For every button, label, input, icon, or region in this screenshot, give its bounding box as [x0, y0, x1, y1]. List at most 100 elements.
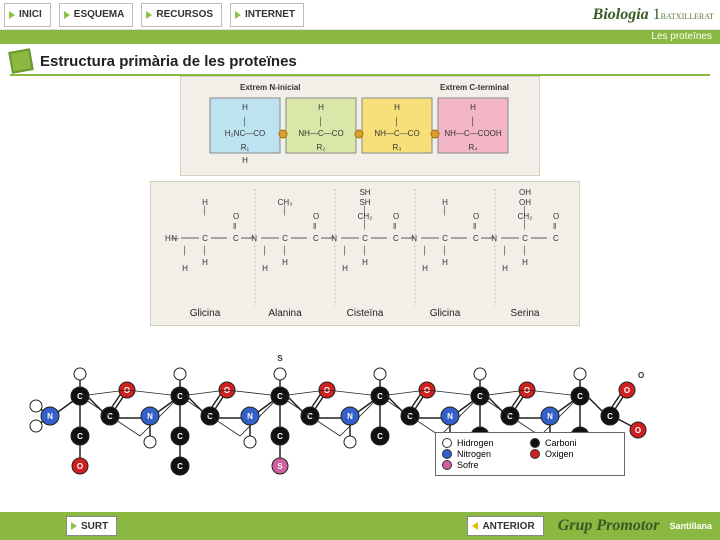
svg-text:│: │ [443, 205, 448, 216]
svg-text:C: C [473, 234, 479, 243]
svg-text:R₁: R₁ [241, 143, 250, 152]
svg-text:C: C [177, 432, 183, 441]
svg-text:Alanina: Alanina [268, 308, 302, 319]
svg-text:│: │ [395, 116, 400, 127]
svg-text:O: O [393, 212, 399, 221]
svg-text:C: C [362, 234, 368, 243]
nav-label: RECURSOS [156, 9, 213, 20]
panel-structural-formulas: H│H│NC│HC‖OGlicinaCH₃│H│NC│HC‖OAlaninaSH… [150, 181, 580, 326]
svg-text:│: │ [363, 219, 368, 230]
nav-label: ESQUEMA [74, 9, 125, 20]
svg-text:Cisteïna: Cisteïna [347, 308, 384, 319]
svg-text:C: C [277, 432, 283, 441]
svg-text:N: N [411, 234, 417, 243]
content: Extrem N-inicialExtrem C-terminalH│H₂NC—… [0, 76, 720, 516]
svg-text:NH—C—CO: NH—C—CO [374, 129, 419, 138]
svg-text:N: N [547, 412, 553, 421]
svg-text:R₄: R₄ [468, 143, 477, 152]
nav-esquema[interactable]: ESQUEMA [59, 3, 134, 27]
svg-text:C: C [607, 412, 613, 421]
svg-text:Glicina: Glicina [190, 308, 221, 319]
svg-text:N: N [247, 412, 253, 421]
cube-icon [8, 48, 33, 73]
svg-text:OH: OH [519, 188, 531, 197]
svg-text:Glicina: Glicina [430, 308, 461, 319]
svg-text:C: C [393, 234, 399, 243]
svg-text:O: O [473, 212, 479, 221]
svg-text:H: H [182, 264, 188, 273]
svg-text:Extrem N-inicial: Extrem N-inicial [240, 83, 300, 92]
svg-text:R₃: R₃ [392, 143, 401, 152]
svg-text:│: │ [203, 245, 208, 256]
svg-text:H: H [262, 264, 268, 273]
svg-text:‖: ‖ [233, 222, 236, 231]
svg-text:C: C [233, 234, 239, 243]
brand: Biologia 1BATXILLERAT [593, 6, 714, 24]
svg-text:H: H [470, 103, 476, 112]
nav-label: INICI [19, 9, 42, 20]
svg-text:C: C [577, 392, 583, 401]
legend: HidrogenCarboniNitrogenOxigenSofre [435, 432, 625, 476]
svg-text:‖: ‖ [553, 222, 556, 231]
nav-internet[interactable]: INTERNET [230, 3, 304, 27]
svg-text:│: │ [523, 245, 528, 256]
svg-text:R₂: R₂ [317, 143, 326, 152]
svg-text:O: O [635, 426, 641, 435]
svg-text:S: S [277, 354, 283, 363]
svg-text:│: │ [319, 116, 324, 127]
svg-text:C: C [522, 234, 528, 243]
footer-group: Grup Promotor [558, 518, 660, 534]
svg-text:O: O [638, 371, 644, 380]
svg-text:H—: H— [165, 234, 179, 243]
footer-publisher: Santillana [669, 521, 712, 531]
svg-text:H: H [502, 264, 508, 273]
svg-text:N: N [331, 234, 337, 243]
svg-text:C: C [313, 234, 319, 243]
svg-text:C: C [282, 234, 288, 243]
panel-primary-sequence: Extrem N-inicialExtrem C-terminalH│H₂NC—… [180, 76, 540, 176]
svg-text:│: │ [283, 205, 288, 216]
svg-text:C: C [177, 462, 183, 471]
svg-text:H: H [242, 103, 248, 112]
svg-text:H: H [394, 103, 400, 112]
svg-text:│: │ [263, 245, 268, 256]
svg-text:NH—C—CO: NH—C—CO [298, 129, 343, 138]
svg-text:C: C [377, 432, 383, 441]
anterior-button[interactable]: ANTERIOR [467, 516, 543, 536]
svg-text:H: H [362, 258, 368, 267]
svg-text:│: │ [423, 245, 428, 256]
svg-text:│: │ [523, 219, 528, 230]
surt-button[interactable]: SURT [66, 516, 117, 536]
svg-text:H: H [282, 258, 288, 267]
svg-text:O: O [233, 212, 239, 221]
svg-text:│: │ [363, 245, 368, 256]
nav-recursos[interactable]: RECURSOS [141, 3, 222, 27]
svg-text:Extrem C-terminal: Extrem C-terminal [440, 83, 509, 92]
nav-label: INTERNET [245, 9, 295, 20]
nav-inici[interactable]: INICI [4, 3, 51, 27]
svg-text:‖: ‖ [393, 222, 396, 231]
topic-bar: Les proteïnes [0, 30, 720, 44]
svg-text:N: N [147, 412, 153, 421]
svg-text:N: N [447, 412, 453, 421]
svg-text:C: C [77, 432, 83, 441]
svg-text:│: │ [243, 116, 248, 127]
svg-text:H: H [442, 258, 448, 267]
svg-text:H: H [422, 264, 428, 273]
svg-text:│: │ [503, 245, 508, 256]
svg-text:O: O [77, 462, 83, 471]
svg-text:H: H [342, 264, 348, 273]
svg-text:NH—C—COOH: NH—C—COOH [444, 129, 502, 138]
svg-text:H: H [242, 156, 248, 165]
svg-text:N: N [251, 234, 257, 243]
svg-text:│: │ [283, 245, 288, 256]
button-label: ANTERIOR [482, 521, 534, 532]
title-row: Estructura primària de les proteïnes [10, 50, 710, 76]
svg-text:C: C [442, 234, 448, 243]
svg-text:‖: ‖ [313, 222, 316, 231]
top-nav: INICI ESQUEMA RECURSOS INTERNET Biologia… [0, 0, 720, 30]
svg-text:C: C [553, 234, 559, 243]
svg-text:H: H [202, 258, 208, 267]
svg-text:N: N [47, 412, 53, 421]
svg-text:Serina: Serina [511, 308, 540, 319]
